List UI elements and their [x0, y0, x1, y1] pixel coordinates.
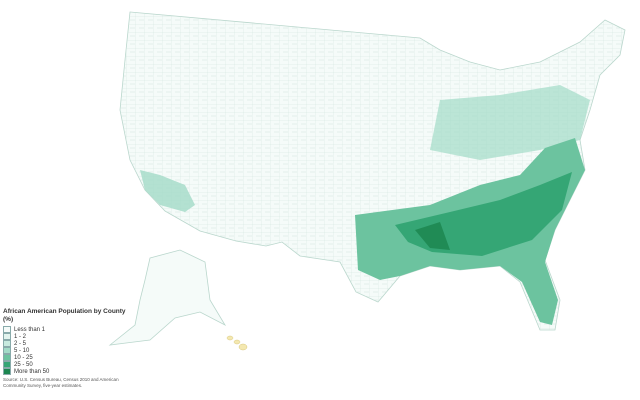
legend-item: Less than 1	[3, 326, 128, 333]
legend-item: 25 - 50	[3, 361, 128, 368]
legend-item: 10 - 25	[3, 354, 128, 361]
alaska	[108, 249, 227, 346]
legend-label: 10 - 25	[14, 354, 33, 361]
legend-swatch	[3, 347, 11, 354]
legend-label: 1 - 2	[14, 333, 27, 340]
legend-item: More than 50	[3, 368, 128, 375]
legend-swatch	[3, 361, 11, 368]
core-region	[415, 222, 450, 250]
hawaii	[226, 335, 248, 351]
legend-swatch	[3, 326, 11, 333]
legend-item: 1 - 2	[3, 333, 128, 340]
legend-swatch	[3, 368, 11, 375]
legend-item: 5 - 10	[3, 347, 128, 354]
midwest-region	[430, 85, 590, 160]
legend-item: 2 - 5	[3, 340, 128, 347]
legend-swatch	[3, 333, 11, 340]
legend-label: 25 - 50	[14, 361, 33, 368]
legend-label: Less than 1	[14, 326, 46, 333]
california-region	[140, 170, 195, 212]
legend: African American Population by County (%…	[3, 308, 128, 389]
legend-label: More than 50	[14, 368, 50, 375]
legend-swatch	[3, 354, 11, 361]
legend-label: 5 - 10	[14, 347, 30, 354]
source-note: Source: U.S. Census Bureau, Census 2010 …	[3, 377, 119, 388]
legend-title: African American Population by County (%…	[3, 308, 126, 323]
legend-swatch	[3, 340, 11, 347]
legend-label: 2 - 5	[14, 340, 27, 347]
